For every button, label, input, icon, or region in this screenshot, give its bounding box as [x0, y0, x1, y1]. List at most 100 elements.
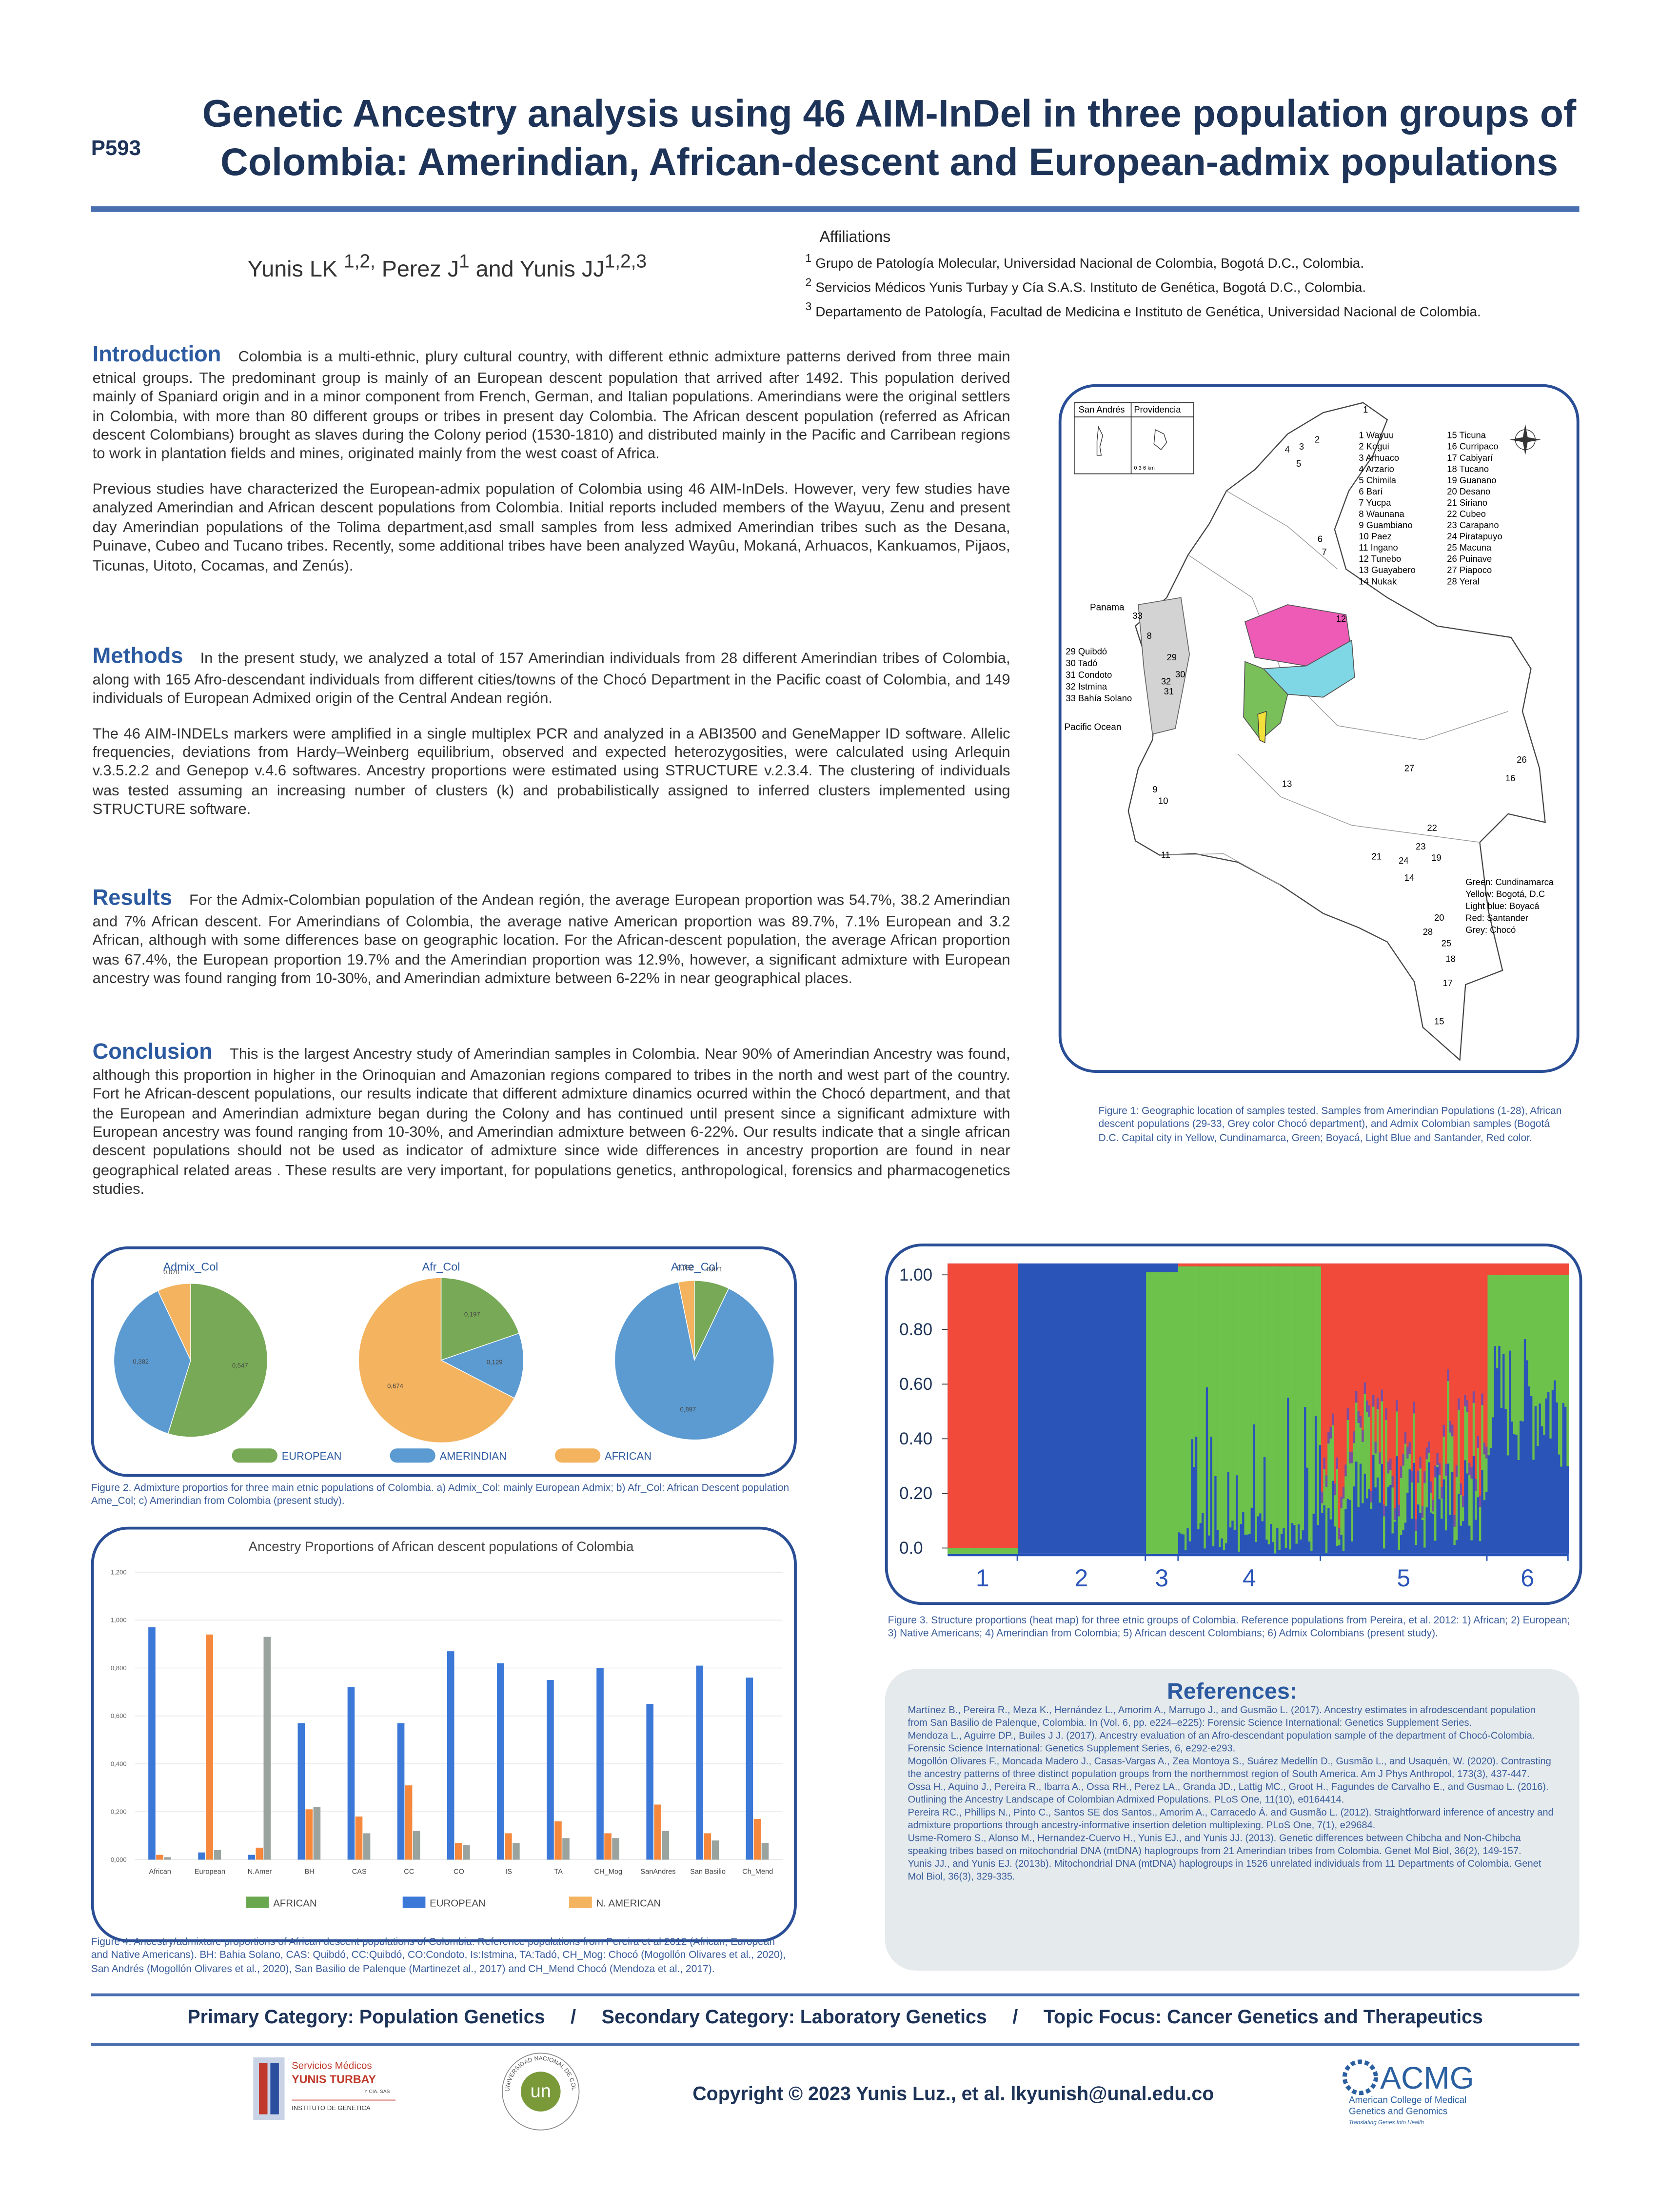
- admixture-stripe: [1451, 1436, 1454, 1472]
- tribe-label: 15 Ticuna: [1447, 430, 1486, 440]
- admixture-stripe: [967, 1263, 969, 1548]
- admixture-stripe: [1540, 1275, 1543, 1426]
- admixture-stripe: [1248, 1534, 1251, 1554]
- admixture-stripe: [1502, 1275, 1505, 1354]
- admixture-stripe: [1165, 1263, 1168, 1272]
- admixture-stripe: [1265, 1266, 1268, 1540]
- admixture-stripe: [1549, 1275, 1552, 1439]
- section: Results For the Admix-Colombian populatio…: [93, 885, 1010, 1006]
- bar: [654, 1804, 662, 1860]
- admixture-stripe: [1468, 1475, 1471, 1526]
- admixture-stripe: [1444, 1530, 1447, 1554]
- site-number: 1: [1363, 404, 1368, 415]
- admixture-stripe: [1020, 1263, 1023, 1554]
- admixture-stripe: [1346, 1263, 1349, 1409]
- admixture-stripe: [1442, 1479, 1445, 1554]
- admixture-stripe: [1227, 1263, 1230, 1266]
- admixture-stripe: [1408, 1263, 1411, 1442]
- admixture-stripe: [1338, 1545, 1341, 1554]
- admixture-stripe: [1323, 1457, 1326, 1469]
- y-tick-label: 1.00: [899, 1265, 932, 1284]
- admixture-stripe: [1150, 1263, 1153, 1272]
- admixture-stripe: [1221, 1266, 1224, 1539]
- tribe-label: 5 Chimila: [1359, 475, 1396, 485]
- bar: [505, 1833, 512, 1860]
- admixture-stripe: [1444, 1464, 1447, 1476]
- admixture-stripe: [1504, 1409, 1507, 1554]
- admixture-stripe: [971, 1263, 973, 1548]
- bar: [696, 1665, 704, 1860]
- color-legend: Grey: Chocó: [1465, 925, 1516, 935]
- admixture-stripe: [1250, 1507, 1253, 1554]
- admixture-stripe: [1212, 1263, 1215, 1266]
- admixture-stripe: [1419, 1513, 1422, 1554]
- admixture-stripe: [1331, 1413, 1334, 1425]
- admixture-stripe: [975, 1548, 978, 1554]
- site-number: 4: [1285, 444, 1290, 454]
- admixture-stripe: [994, 1263, 997, 1548]
- bar: [397, 1723, 405, 1860]
- admixture-stripe: [1494, 1275, 1497, 1346]
- admixture-stripe: [1564, 1275, 1567, 1407]
- admixture-stripe: [1210, 1266, 1213, 1437]
- legend-swatch: [402, 1896, 426, 1908]
- admixture-stripe: [1438, 1475, 1441, 1500]
- admixture-stripe: [1462, 1521, 1464, 1554]
- admixture-stripe: [1427, 1442, 1430, 1453]
- admixture-stripe: [967, 1548, 969, 1554]
- admixture-stripe: [1566, 1466, 1569, 1554]
- admixture-stripe: [1176, 1272, 1179, 1554]
- admixture-stripe: [951, 1263, 954, 1548]
- admixture-stripe: [1323, 1263, 1326, 1458]
- admixture-stripe: [1221, 1263, 1224, 1266]
- admixture-stripe: [1013, 1548, 1016, 1554]
- logo-yunis: Servicios Médicos YUNIS TURBAY Y CIA. SA…: [253, 2057, 396, 2120]
- y-tick-label: 0.80: [899, 1320, 932, 1339]
- reference: Martínez B., Pereira R., Meza K., Hernán…: [908, 1706, 1536, 1729]
- logo-text: Genetics and Genomics: [1349, 2107, 1447, 2117]
- admixture-stripe: [1329, 1263, 1332, 1427]
- admixture-stripe: [1184, 1266, 1187, 1551]
- x-tick-label: 3: [1155, 1564, 1169, 1592]
- copyright: Copyright © 2023 Yunis Luz., et al. lkyu…: [692, 2083, 1214, 2105]
- admixture-stripe: [1477, 1497, 1480, 1554]
- admixture-stripe: [1161, 1263, 1164, 1272]
- logo-text: ACMG: [1380, 2060, 1474, 2095]
- admixture-stripe: [1434, 1540, 1437, 1554]
- pie-value-label: 0,071: [707, 1265, 723, 1273]
- bar: [497, 1663, 504, 1860]
- admixture-stripe: [1511, 1275, 1514, 1422]
- legend-swatch: [246, 1896, 269, 1908]
- admixture-stripe: [1404, 1263, 1407, 1432]
- tribe-label: 8 Waunana: [1359, 509, 1404, 519]
- reference: Pereira RC., Phillips N., Pinto C., Sant…: [908, 1808, 1554, 1831]
- admixture-stripe: [1214, 1266, 1217, 1476]
- admixture-stripe: [1543, 1275, 1545, 1435]
- admixture-stripe: [1481, 1393, 1483, 1405]
- tribe-label: 4 Arzario: [1359, 464, 1394, 474]
- bar: [148, 1627, 156, 1860]
- admixture-stripe: [1381, 1401, 1383, 1464]
- y-tick-label: 0,600: [111, 1712, 127, 1719]
- admixture-stripe: [1219, 1263, 1221, 1266]
- cundinamarca: [1243, 661, 1288, 741]
- admixture-stripe: [1195, 1437, 1198, 1554]
- admixture-stripe: [1423, 1471, 1426, 1483]
- admixture-stripe: [1306, 1266, 1309, 1468]
- admixture-stripe: [1562, 1403, 1565, 1554]
- pie-title: Ame_Col: [671, 1261, 718, 1273]
- admixture-stripe: [1406, 1446, 1409, 1459]
- admixture-stripe: [1383, 1548, 1385, 1554]
- admixture-stripe: [1195, 1263, 1198, 1266]
- x-tick-label: BH: [304, 1868, 314, 1876]
- admixture-stripe: [1466, 1400, 1469, 1412]
- admixture-stripe: [1327, 1263, 1330, 1432]
- admixture-stripe: [1532, 1263, 1535, 1275]
- admixture-stripe: [1498, 1345, 1501, 1554]
- admixture-stripe: [1549, 1438, 1552, 1554]
- admixture-stripe: [1523, 1275, 1526, 1339]
- admixture-stripe: [1342, 1486, 1345, 1499]
- choco-label: 30 Tadó: [1066, 658, 1097, 668]
- admixture-stripe: [1359, 1427, 1362, 1464]
- admixture-stripe: [1204, 1263, 1206, 1266]
